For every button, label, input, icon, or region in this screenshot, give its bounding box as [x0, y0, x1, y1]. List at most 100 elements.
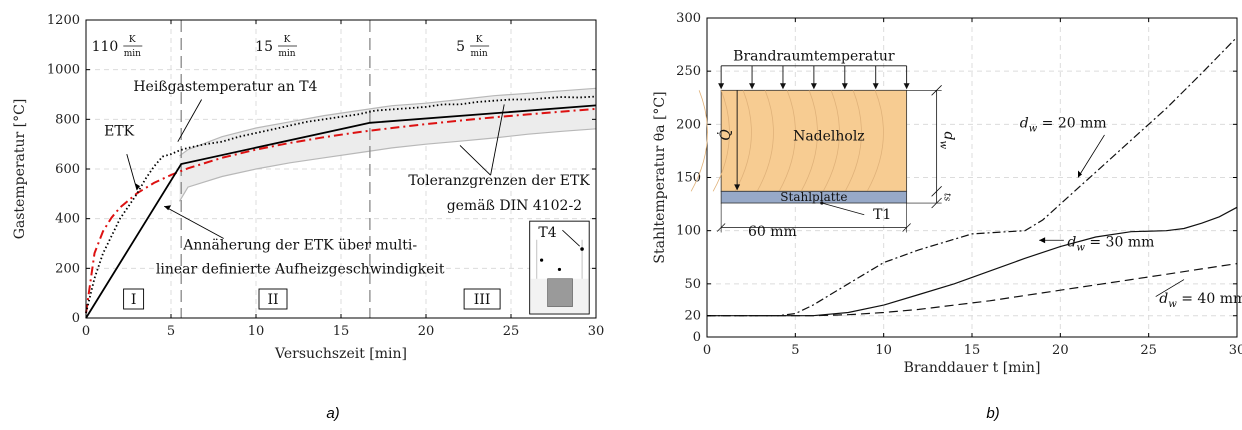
y-tick-label: 200	[676, 117, 701, 132]
arrow-head	[1078, 170, 1082, 178]
wood-grain	[690, 90, 708, 192]
arrow-head	[872, 83, 879, 90]
arrow-head	[749, 83, 756, 90]
annotation-toleranz-2: gemäß DIN 4102-2	[447, 198, 582, 214]
t1-point	[820, 201, 824, 205]
inset-block	[547, 278, 573, 307]
rate-unit-num: K	[284, 35, 291, 45]
y-tick-label: 800	[55, 112, 80, 127]
annotation-leader	[177, 99, 202, 142]
annotation-leader	[163, 205, 224, 239]
series-dw30	[707, 206, 1238, 317]
y-tick-label: 150	[676, 171, 701, 186]
rate-unit-num: K	[129, 35, 136, 45]
panel-b: 0 5 10 15 20 25 3002050100150200250300Branddau…	[652, 11, 1242, 422]
rate-unit-den: min	[278, 49, 295, 59]
series-tol-upper	[179, 87, 597, 157]
annotation-annaeherung-1: Annäherung der ETK über multi-	[182, 238, 417, 254]
arrow-head	[164, 205, 172, 211]
rate-unit-den: min	[470, 49, 487, 59]
x-tick-label: 10	[248, 324, 265, 339]
x-tick-label: 20	[1052, 343, 1069, 358]
annotation-annaeherung-2: linear definierte Aufheizgeschwindigkeit	[156, 261, 445, 277]
wood-grain	[778, 90, 796, 192]
label-ts: ts	[942, 193, 952, 202]
x-tick-label: 20	[418, 324, 435, 339]
label-stahlplatte: Stahlplatte	[780, 190, 847, 204]
arrow-head	[841, 83, 848, 90]
y-tick-label: 0	[72, 311, 80, 326]
y-tick-label: 300	[676, 11, 701, 26]
y-axis-label: Stahltemperatur θa [°C]	[652, 91, 668, 263]
rate-unit-den: min	[124, 49, 141, 59]
rate-unit-num: K	[476, 35, 483, 45]
annotation-etk: ETK	[104, 123, 135, 139]
arrow-head	[903, 83, 910, 90]
t1-leader	[821, 202, 865, 216]
arrow-head	[810, 83, 817, 90]
x-axis-label: Branddauer t [min]	[904, 360, 1041, 376]
arrow-head	[718, 83, 725, 90]
y-tick-label: 200	[55, 261, 80, 276]
series-label-dw30: dw = 30 mm	[1067, 235, 1154, 254]
x-tick-label: 30	[1229, 343, 1242, 358]
label-nadelholz: Nadelholz	[793, 128, 865, 144]
y-tick-label: 50	[684, 277, 701, 292]
arrow-head	[135, 183, 140, 191]
inset-point	[557, 267, 562, 272]
series-multilinear	[85, 104, 597, 319]
series-tol-lower	[178, 128, 597, 202]
label-leader	[1077, 134, 1105, 178]
label-t1: T1	[873, 207, 891, 223]
inset-label: T4	[538, 225, 556, 241]
label-width: 60 mm	[748, 224, 797, 240]
series-dw20	[707, 36, 1238, 317]
panel-label-a: a)	[326, 405, 339, 422]
x-axis-label: Versuchszeit [min]	[274, 346, 407, 362]
label-brandraum: Brandraumtemperatur	[733, 49, 895, 65]
phase-label: I	[131, 292, 137, 308]
label-dw: dw	[938, 132, 957, 150]
y-tick-label: 1200	[47, 13, 80, 28]
x-tick-label: 30	[588, 324, 605, 339]
series-dw40	[707, 263, 1238, 317]
rate-value: 15	[255, 39, 273, 55]
phase-label: II	[267, 292, 278, 308]
wood-grain	[712, 90, 730, 192]
y-tick-label: 100	[676, 224, 701, 239]
arrow-head	[1039, 237, 1046, 244]
x-tick-label: 0	[82, 324, 90, 339]
steel-plate	[720, 190, 908, 204]
wood-grain	[734, 90, 752, 192]
series-label-dw40: dw = 40 mm	[1159, 291, 1242, 310]
x-tick-label: 0	[703, 343, 711, 358]
phase-box	[258, 288, 288, 310]
annotation-toleranz-1: Toleranzgrenzen der ETK	[408, 173, 590, 189]
label-q: Q̇	[717, 129, 735, 141]
inset-leader	[562, 229, 580, 247]
dim-tick	[902, 223, 911, 232]
x-tick-label: 15	[964, 343, 981, 358]
panel-label-b: b)	[986, 405, 999, 422]
label-leader	[1155, 279, 1185, 297]
y-tick-label: 0	[693, 330, 701, 345]
y-tick-label: 250	[676, 64, 701, 79]
x-tick-label: 25	[1140, 343, 1157, 358]
cross-section: Stahlplatte Nadelholz Brandraumtemperatur Q…	[690, 49, 957, 240]
wood-grain	[822, 90, 840, 192]
y-tick-label: 1000	[47, 63, 80, 78]
y-axis-label: Gastemperatur [°C]	[12, 99, 28, 240]
arrow-head	[779, 83, 786, 90]
phase-box	[463, 288, 501, 310]
x-tick-label: 15	[333, 324, 350, 339]
y-tick-label: 400	[55, 212, 80, 227]
y-tick-label: 600	[55, 162, 80, 177]
wood-grain	[800, 90, 818, 192]
x-tick-label: 5	[167, 324, 175, 339]
y-tick-label: 20	[684, 309, 701, 324]
dim-tick	[931, 186, 942, 197]
rate-value: 110	[92, 39, 119, 55]
x-tick-label: 5	[791, 343, 799, 358]
phase-box	[123, 288, 145, 310]
